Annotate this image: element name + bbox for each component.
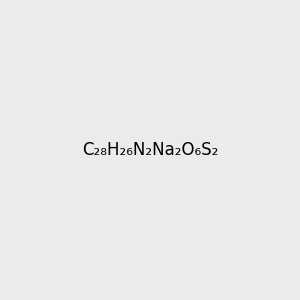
Text: C₂₈H₂₆N₂Na₂O₆S₂: C₂₈H₂₆N₂Na₂O₆S₂ — [82, 141, 218, 159]
